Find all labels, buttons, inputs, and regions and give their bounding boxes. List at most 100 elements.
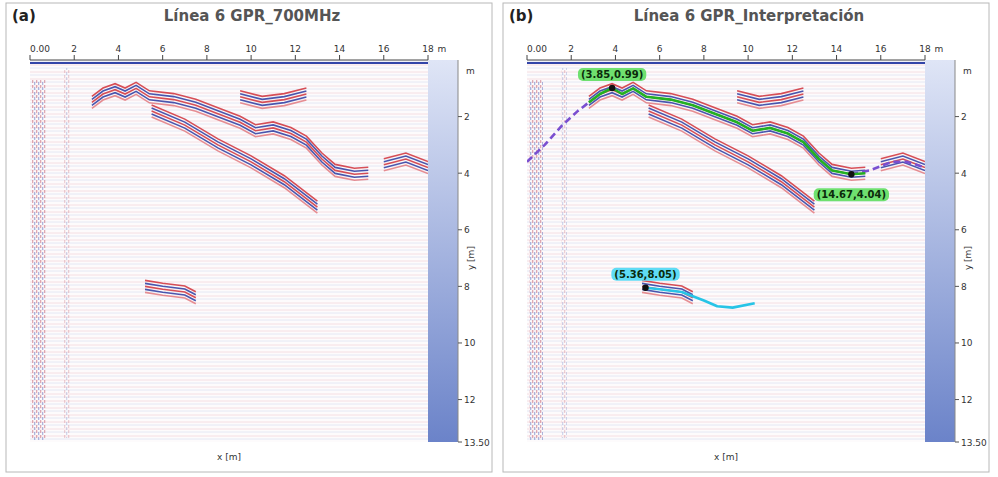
colorbar <box>428 60 458 442</box>
surface-reflection <box>527 62 925 64</box>
y-tick <box>955 342 959 343</box>
interpretation-line <box>646 288 755 308</box>
x-tick <box>295 55 296 60</box>
y-tick-label: 4 <box>961 169 967 179</box>
x-tick-label: 16 <box>875 44 887 54</box>
colorbar <box>925 60 955 442</box>
reflector <box>737 88 803 96</box>
title: Línea 6 GPR_700MHz <box>164 7 341 25</box>
y-tick <box>955 229 959 230</box>
x-tick <box>836 55 837 60</box>
x-tick-label: 6 <box>160 44 166 54</box>
y-tick-label: 8 <box>464 282 470 292</box>
y-unit: m <box>466 66 475 76</box>
x-tick <box>251 55 252 60</box>
x-tick-label: 14 <box>334 44 346 54</box>
noise-band <box>561 68 567 438</box>
y-tick <box>458 116 462 117</box>
y-tick <box>458 229 462 230</box>
reflector <box>240 97 306 105</box>
reflector <box>589 94 865 180</box>
reflector <box>737 94 803 102</box>
y-tick-label: 13.50 <box>961 438 987 448</box>
x-tick-label: 4 <box>116 44 122 54</box>
noise-band <box>32 80 46 440</box>
reflector <box>240 91 306 99</box>
y-tick-label: 13.50 <box>464 438 490 448</box>
x-tick <box>925 55 926 60</box>
annotation-patch <box>814 188 889 201</box>
reflector <box>384 165 428 174</box>
y-tick-label: 2 <box>961 112 967 122</box>
y-tick-label: 10 <box>961 338 973 348</box>
y-axis-line <box>458 60 459 442</box>
panel: (b)Línea 6 GPR_Interpretación(3.85,0.99)… <box>503 3 989 472</box>
noise-band <box>529 80 543 440</box>
y-tick <box>458 286 462 287</box>
panel-frame <box>6 3 492 472</box>
x-tick-label: 2 <box>71 44 77 54</box>
y-tick-label: 6 <box>464 225 470 235</box>
x-tick <box>792 55 793 60</box>
reflector <box>649 117 815 213</box>
x-tick <box>880 55 881 60</box>
data-group <box>527 82 925 307</box>
annotation-patch <box>578 68 646 81</box>
x-tick <box>615 55 616 60</box>
x-tick-label: 10 <box>742 44 754 54</box>
interpretation-line <box>527 102 589 161</box>
x-tick <box>339 55 340 60</box>
x-tick-label: 12 <box>787 44 798 54</box>
reflector <box>589 85 865 171</box>
y-tick-label: 12 <box>464 395 475 405</box>
x-tick <box>428 55 429 60</box>
annotation-point <box>642 285 648 291</box>
x-tick <box>748 55 749 60</box>
reflector <box>737 91 803 99</box>
x-tick <box>703 55 704 60</box>
annotations: (3.85,0.99)(14.67,4.04)(5.36,8.05) <box>578 68 889 291</box>
reflector <box>737 97 803 105</box>
y-tick <box>955 116 959 117</box>
x-tick <box>659 55 660 60</box>
x-tick <box>527 55 528 60</box>
annotation-label: (5.36,8.05) <box>614 269 676 280</box>
y-tick <box>458 442 462 443</box>
noise-band <box>64 68 70 438</box>
reflector <box>737 100 803 108</box>
texture <box>527 60 925 442</box>
y-tick-label: 6 <box>961 225 967 235</box>
x-tick <box>383 55 384 60</box>
annotation-patch <box>611 268 679 281</box>
y-tick <box>458 399 462 400</box>
x-tick-label: 8 <box>204 44 210 54</box>
y-tick <box>955 442 959 443</box>
panel: (a) Línea 6 GPR_700MHz 0.00 2 4 6 8 10 12 14 16 18 m… <box>6 3 492 472</box>
y-tick <box>458 173 462 174</box>
x-tick-label: 8 <box>701 44 707 54</box>
x-tick-label: 6 <box>657 44 663 54</box>
x-tick-label: 18 <box>919 44 931 54</box>
panel-letter: (a) <box>12 7 36 25</box>
y-tick-label: 10 <box>464 338 476 348</box>
x-tick-label: 12 <box>290 44 301 54</box>
x-tick-label: 10 <box>245 44 257 54</box>
x-unit: m <box>438 44 447 54</box>
panel-letter: (b) <box>509 7 533 25</box>
y-tick <box>955 399 959 400</box>
reflector <box>92 88 368 174</box>
x-tick-label: 2 <box>568 44 574 54</box>
reflector <box>92 91 368 177</box>
reflector <box>92 85 368 171</box>
x-tick-label: 18 <box>422 44 434 54</box>
reflector <box>240 100 306 108</box>
x-unit: m <box>935 44 944 54</box>
reflector <box>145 292 196 303</box>
x-tick-label: 0.00 <box>30 44 50 54</box>
texture <box>30 60 428 442</box>
x-tick-label: 16 <box>378 44 390 54</box>
x-tick <box>206 55 207 60</box>
plot-area <box>527 60 925 442</box>
y-tick <box>458 342 462 343</box>
x-tick <box>118 55 119 60</box>
